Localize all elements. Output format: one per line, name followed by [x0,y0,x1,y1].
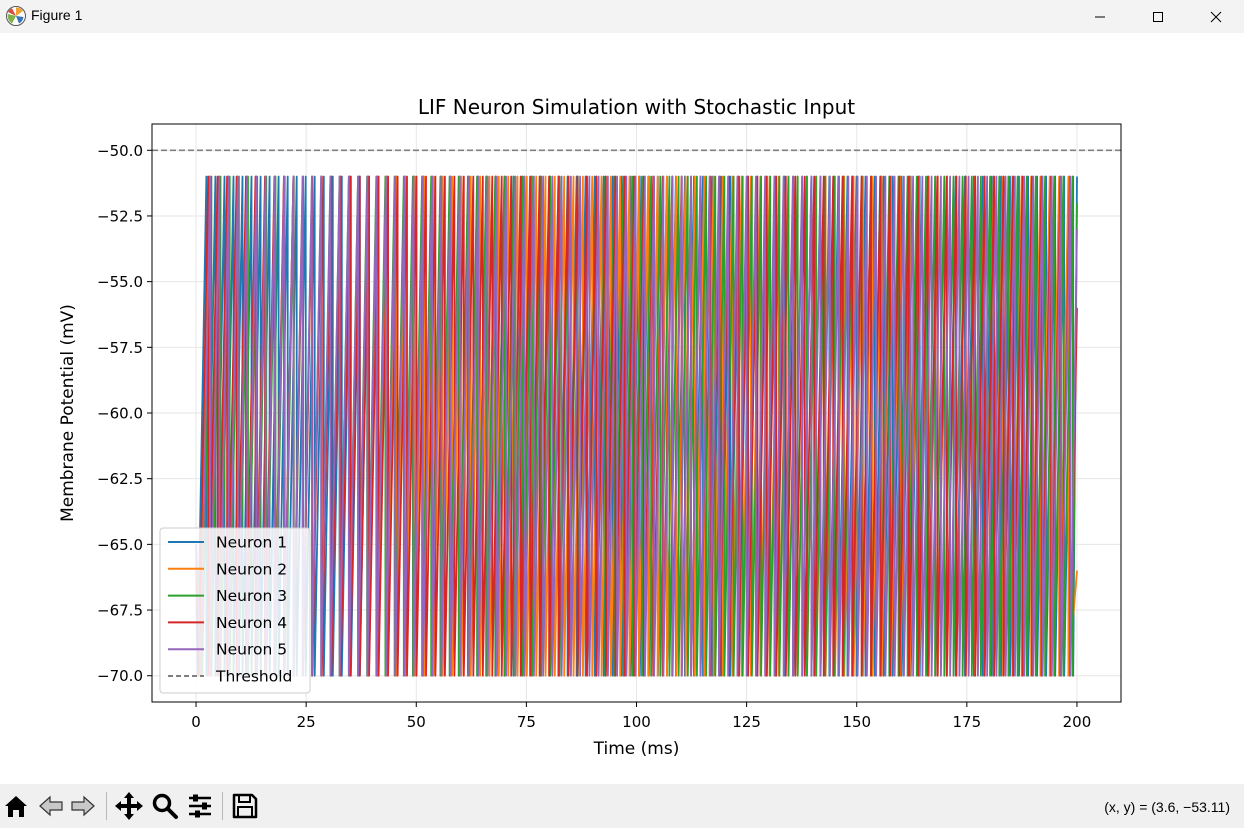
navigation-toolbar: (x, y) = (3.6, −53.11) [0,784,1244,828]
window-titlebar: Figure 1 [0,0,1244,33]
back-arrow-icon [39,795,63,817]
series-line [195,175,1078,677]
y-tick-label: −52.5 [97,207,143,225]
zoom-icon [152,793,178,819]
legend-label: Threshold [215,668,292,686]
chart-svg: 0 25 50 75 100 125 150 175 200 −50.0 −52.5 −55.0 −57… [58,95,1122,759]
x-tick-label: 50 [407,713,426,731]
y-tick-label: −67.5 [97,602,143,620]
y-tick-label: −55.0 [97,273,143,291]
y-tick-label: −65.0 [97,536,143,554]
toolbar-separator [222,792,223,820]
y-tick-label: −50.0 [97,142,143,160]
configure-subplots-button[interactable] [184,790,216,822]
maximize-icon [1153,11,1163,22]
y-tick-label: −57.5 [97,339,143,357]
pan-button[interactable] [113,790,145,822]
legend-label: Neuron 3 [216,587,287,605]
save-icon [232,793,258,819]
window-title: Figure 1 [31,7,83,23]
legend-label: Neuron 4 [216,614,287,632]
minimize-button[interactable] [1071,0,1129,33]
y-tick-label: −62.5 [97,470,143,488]
legend-label: Neuron 5 [216,641,287,659]
x-axis-label: Time (ms) [593,739,680,759]
home-button[interactable] [0,790,32,822]
axis-ticks: 0 25 50 75 100 125 150 175 200 −50.0 −52.5 −55.0 −57… [97,142,1091,731]
y-axis-label: Membrane Potential (mV) [58,304,78,522]
x-tick-label: 200 [1063,713,1092,731]
figure-canvas[interactable]: 0 25 50 75 100 125 150 175 200 −50.0 −52.5 −55.0 −57… [0,33,1244,784]
save-button[interactable] [229,790,261,822]
pan-icon [115,792,143,820]
chart-title: LIF Neuron Simulation with Stochastic In… [418,95,855,119]
y-tick-label: −60.0 [97,405,143,423]
x-tick-label: 150 [842,713,871,731]
back-button[interactable] [35,790,67,822]
x-tick-label: 25 [297,713,316,731]
close-button[interactable] [1187,0,1244,33]
series-lines [195,175,1078,677]
x-tick-label: 125 [732,713,761,731]
matplotlib-logo-icon [6,6,26,26]
legend-label: Neuron 2 [216,560,287,578]
maximize-button[interactable] [1129,0,1187,33]
home-icon [5,796,27,817]
forward-button[interactable] [67,790,99,822]
forward-arrow-icon [71,795,95,817]
minimize-icon [1095,16,1105,17]
toolbar-separator [106,792,107,820]
configure-subplots-icon [189,794,211,818]
cursor-coordinates: (x, y) = (3.6, −53.11) [1104,799,1230,815]
zoom-button[interactable] [149,790,181,822]
x-tick-label: 100 [622,713,651,731]
legend: Neuron 1 Neuron 2 Neuron 3 Neuron 4 Neuron 5… [159,527,311,694]
close-icon [1210,11,1222,22]
y-tick-label: −70.0 [97,667,143,685]
x-tick-label: 75 [517,713,536,731]
x-tick-label: 0 [191,713,201,731]
x-tick-label: 175 [953,713,982,731]
series-line [195,175,1078,677]
legend-label: Neuron 1 [216,534,287,552]
